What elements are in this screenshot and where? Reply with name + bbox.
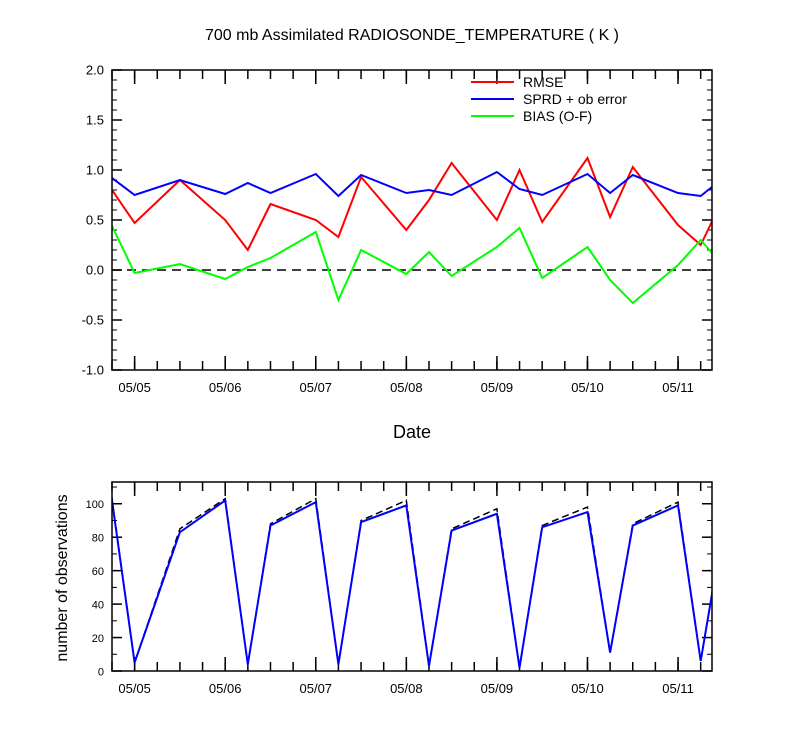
x-tick-label: 05/06 bbox=[209, 380, 242, 395]
y-tick-label: 80 bbox=[92, 533, 104, 545]
y-tick-label: 0.0 bbox=[86, 263, 104, 278]
series-group bbox=[112, 155, 712, 305]
series-group bbox=[112, 496, 712, 668]
series-line-possible bbox=[112, 496, 712, 668]
series-line-rmse bbox=[112, 155, 712, 252]
series-line-sprd-ob-error bbox=[112, 170, 712, 198]
x-tick-label: 05/10 bbox=[571, 380, 604, 395]
x-tick-label: 05/05 bbox=[118, 380, 151, 395]
legend-label: RMSE bbox=[523, 74, 563, 90]
plot-frame bbox=[111, 69, 713, 371]
bottom-panel: 0 20 40 60 80 100 05/05 05/06 05/07 05/08 05/09 05/… bbox=[54, 481, 713, 696]
y-tick-label: 2.0 bbox=[86, 63, 104, 78]
x-tick-label: 05/08 bbox=[390, 380, 423, 395]
series-line-bias-o-f bbox=[112, 223, 712, 305]
x-tick-label: 05/10 bbox=[571, 681, 604, 696]
plot-frame bbox=[111, 481, 713, 672]
x-tick-label: 05/06 bbox=[209, 681, 242, 696]
series-line-used bbox=[112, 497, 712, 668]
x-axis-label: Date bbox=[393, 422, 431, 442]
y-tick-label: 1.5 bbox=[86, 113, 104, 128]
y-tick-label: 40 bbox=[92, 600, 104, 612]
bottom-plot-area: 0 20 40 60 80 100 05/05 05/06 05/07 05/08 05/09 05/… bbox=[86, 481, 713, 696]
y-tick-label: 0 bbox=[98, 667, 104, 679]
legend-label: BIAS (O-F) bbox=[523, 108, 592, 124]
y-tick-label: -1.0 bbox=[82, 363, 104, 378]
y-tick-label: 0.5 bbox=[86, 213, 104, 228]
x-tick-label: 05/09 bbox=[481, 681, 514, 696]
x-tick-label: 05/07 bbox=[300, 681, 333, 696]
y-tick-label: 60 bbox=[92, 566, 104, 578]
top-plot-area: -1.0 -0.5 0.0 0.5 1.0 1.5 2.0 05/05 05/06 05/07 05… bbox=[82, 63, 713, 395]
x-tick-label: 05/05 bbox=[118, 681, 151, 696]
legend-label: SPRD + ob error bbox=[523, 91, 627, 107]
x-tick-label: 05/08 bbox=[390, 681, 423, 696]
y-tick-label: 100 bbox=[86, 499, 104, 511]
y-axis-label: number of observations bbox=[54, 494, 71, 661]
chart-title: 700 mb Assimilated RADIOSONDE_TEMPERATUR… bbox=[205, 27, 619, 44]
x-tick-label: 05/11 bbox=[662, 380, 694, 395]
y-tick-label: 20 bbox=[92, 633, 104, 645]
x-tick-label: 05/07 bbox=[300, 380, 333, 395]
x-tick-label: 05/11 bbox=[662, 681, 694, 696]
x-tick-label: 05/09 bbox=[481, 380, 514, 395]
y-tick-label: -0.5 bbox=[82, 313, 104, 328]
y-tick-label: 1.0 bbox=[86, 163, 104, 178]
top-panel: 700 mb Assimilated RADIOSONDE_TEMPERATUR… bbox=[82, 27, 713, 442]
